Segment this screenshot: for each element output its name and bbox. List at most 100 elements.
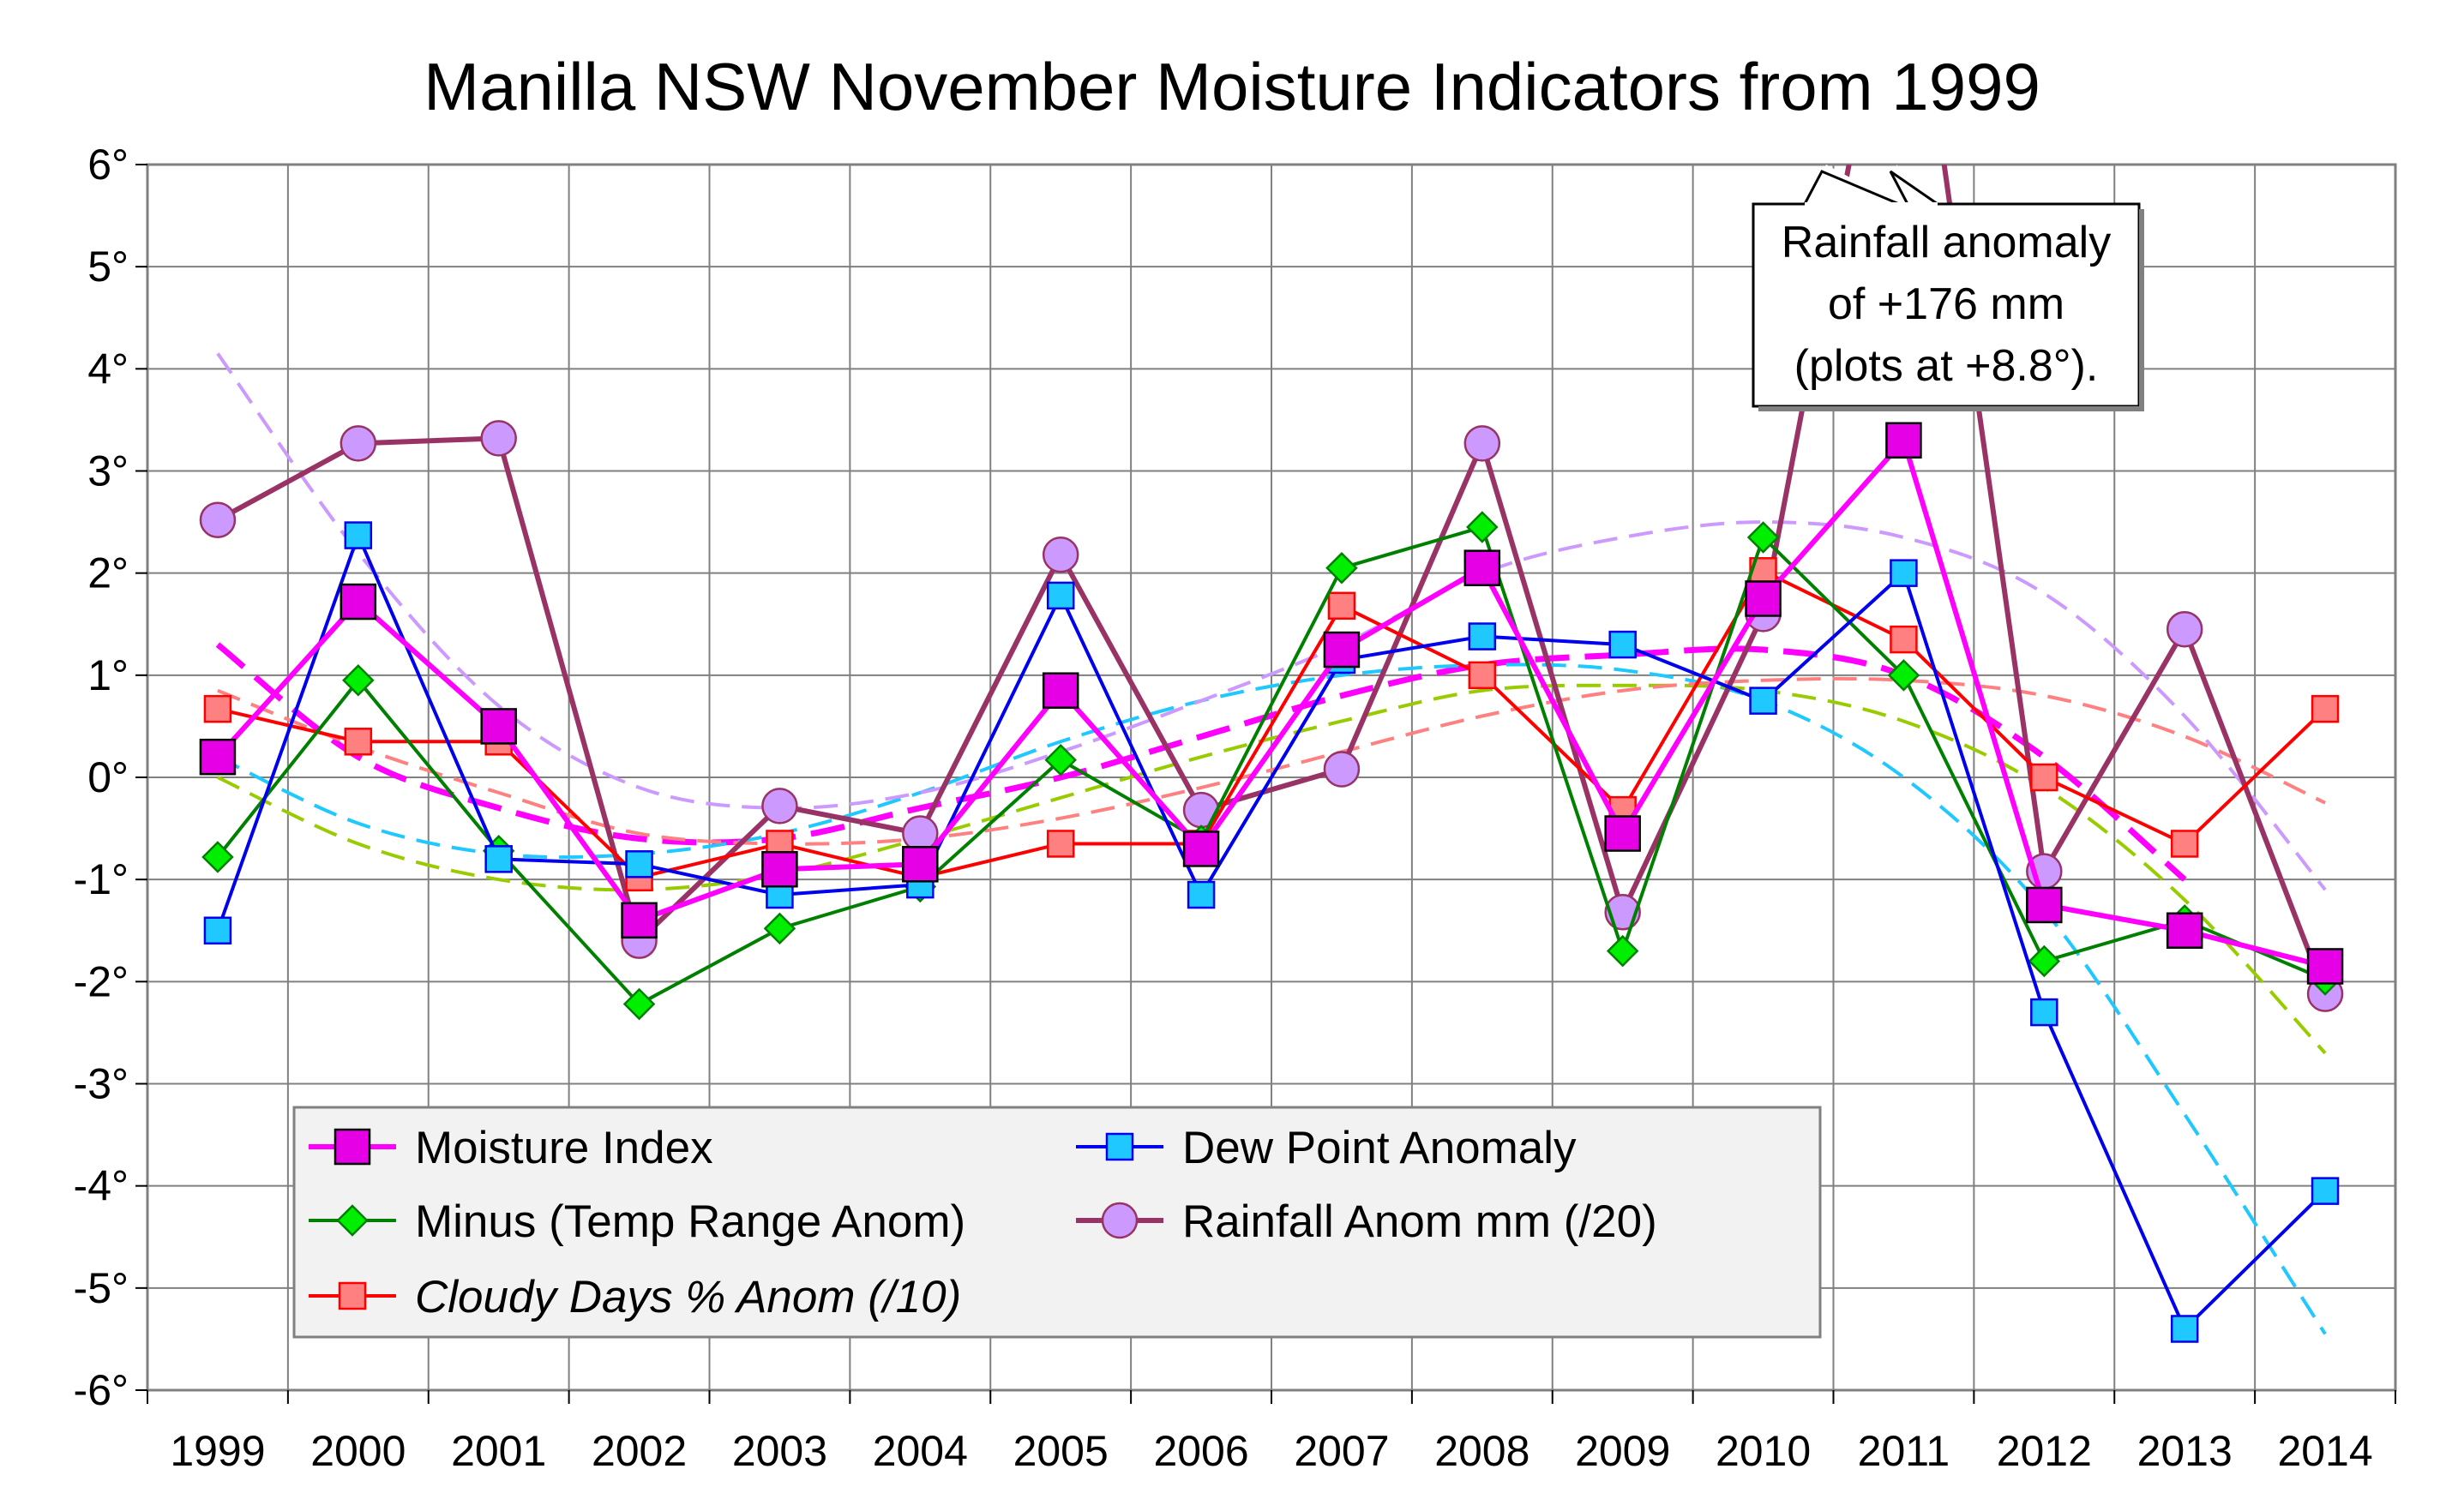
- legend-label: Minus (Temp Range Anom): [415, 1196, 965, 1247]
- chart-title: Manilla NSW November Moisture Indicators…: [424, 49, 2040, 124]
- series-line-dew-point-anomaly: [216, 533, 2327, 1331]
- trendline-minus-temp-range-anom: [217, 683, 2327, 1055]
- data-point-cloudy-days-anom-10: [2311, 694, 2340, 723]
- data-point-minus-temp-range-anom: [342, 664, 375, 697]
- x-tick-label: 2011: [1858, 1427, 1950, 1475]
- y-tick-label: -6°: [74, 1366, 129, 1414]
- y-tick-label: -3°: [74, 1060, 129, 1108]
- legend-label: Rainfall Anom mm (/20): [1182, 1196, 1657, 1247]
- data-point-minus-temp-range-anom: [622, 987, 656, 1021]
- data-point-rainfall-anom-mm-20: [199, 501, 237, 538]
- data-point-cloudy-days-anom-10: [2170, 830, 2199, 858]
- data-point-moisture-index: [621, 902, 658, 939]
- x-tick-label: 2009: [1575, 1427, 1670, 1475]
- legend-item-cloudy-days-anom-10: Cloudy Days % Anom (/10): [309, 1272, 961, 1322]
- y-tick-label: -5°: [74, 1264, 129, 1312]
- y-tick-label: 3°: [87, 447, 129, 495]
- data-point-moisture-index: [1042, 672, 1079, 709]
- legend-swatch-marker: [1105, 1132, 1134, 1161]
- data-point-cloudy-days-anom-10: [344, 728, 373, 756]
- data-point-dew-point-anomaly: [484, 845, 513, 873]
- legend-box: [292, 1106, 1822, 1339]
- x-tick-label: 2012: [1997, 1427, 2092, 1475]
- y-axis-ticks: 6° 5° 4° 3° 2° 1° 0° -1° -2° -3° -4° -5° -6°: [74, 141, 147, 1414]
- x-tick-label: 2001: [451, 1427, 546, 1475]
- y-tick-label: 6°: [87, 141, 129, 189]
- data-point-rainfall-anom-mm-20: [1323, 751, 1361, 788]
- legend-swatch-marker: [338, 1281, 367, 1310]
- legend-item-minus-temp-range-anom: Minus (Temp Range Anom): [309, 1196, 965, 1247]
- data-point-moisture-index: [1604, 815, 1641, 852]
- legend-label: Dew Point Anomaly: [1182, 1123, 1577, 1173]
- data-point-minus-temp-range-anom: [1466, 511, 1499, 543]
- series-line-cloudy-days-anom-10: [217, 569, 2327, 879]
- y-tick-label: 5°: [87, 243, 129, 291]
- annotation-callout: Rainfall anomaly of +176 mm (plots at +8.8…: [1752, 165, 2144, 411]
- y-tick-label: -2°: [74, 957, 129, 1005]
- callout-line: Rainfall anomaly: [1782, 218, 2111, 267]
- data-point-moisture-index: [1745, 580, 1782, 617]
- x-tick-label: 2006: [1153, 1427, 1248, 1475]
- data-point-minus-temp-range-anom: [1887, 659, 1920, 692]
- x-tick-label: 2010: [1716, 1427, 1811, 1475]
- data-point-rainfall-anom-mm-20: [2166, 610, 2203, 648]
- data-point-dew-point-anomaly: [1890, 559, 1918, 587]
- y-tick-label: -4°: [74, 1162, 129, 1210]
- data-point-dew-point-anomaly: [2030, 998, 2058, 1027]
- data-point-moisture-index: [902, 846, 939, 883]
- callout-shadow: [2139, 209, 2144, 411]
- x-axis-ticks: 1999 2000 2001 2002 2003 2004 2005 2006 2007 2008…: [147, 1390, 2396, 1475]
- legend-label: Moisture Index: [415, 1123, 713, 1173]
- series-line-minus-temp-range-anom: [216, 525, 2326, 1006]
- data-point-cloudy-days-anom-10: [1468, 661, 1497, 690]
- data-point-cloudy-days-anom-10: [203, 694, 232, 723]
- callout-pointer: [1803, 170, 1900, 206]
- data-point-minus-temp-range-anom: [763, 912, 796, 945]
- y-tick-label: -1°: [74, 855, 129, 903]
- data-point-moisture-index: [1463, 549, 1501, 586]
- x-tick-label: 2007: [1294, 1427, 1389, 1475]
- data-point-minus-temp-range-anom: [201, 841, 234, 873]
- y-tick-label: 2°: [87, 549, 129, 597]
- data-point-dew-point-anomaly: [1608, 630, 1637, 659]
- callout-line: (plots at +8.8°).: [1794, 341, 2099, 391]
- data-point-dew-point-anomaly: [2170, 1315, 2199, 1343]
- data-point-moisture-index: [2166, 912, 2203, 949]
- data-point-cloudy-days-anom-10: [2030, 763, 2058, 792]
- data-point-moisture-index: [2306, 948, 2344, 985]
- trendline-cloudy-days-anom-10: [217, 676, 2326, 846]
- x-tick-label: 2000: [310, 1427, 406, 1475]
- data-point-cloudy-days-anom-10: [1046, 830, 1075, 858]
- data-point-moisture-index: [2026, 886, 2063, 924]
- data-point-dew-point-anomaly: [344, 521, 373, 549]
- callout-box: [1752, 202, 2141, 408]
- legend: Moisture Index Dew Point Anomaly Minus (Te…: [292, 1106, 1822, 1339]
- data-point-moisture-index: [1323, 631, 1361, 669]
- x-tick-label: 2003: [732, 1427, 827, 1475]
- x-tick-label: 2013: [2137, 1427, 2233, 1475]
- callout-pointer-fill: [1805, 165, 1938, 204]
- series-line-moisture-index: [215, 437, 2326, 969]
- legend-label: Cloudy Days % Anom (/10): [415, 1272, 961, 1322]
- data-point-moisture-index: [761, 851, 798, 888]
- data-point-cloudy-days-anom-10: [1890, 625, 1918, 654]
- x-tick-label: 2002: [592, 1427, 687, 1475]
- data-point-rainfall-anom-mm-20: [761, 788, 798, 824]
- callout-shadow: [1758, 406, 2144, 411]
- legend-swatch-marker: [336, 1204, 369, 1237]
- trendline-rainfall-anom-mm-20: [216, 352, 2327, 891]
- data-point-minus-temp-range-anom: [2028, 944, 2061, 978]
- legend-item-moisture-index: Moisture Index: [309, 1123, 713, 1173]
- legend-item-dew-point-anomaly: Dew Point Anomaly: [1076, 1123, 1577, 1173]
- x-tick-label: 1999: [170, 1427, 265, 1475]
- data-point-rainfall-anom-mm-20: [1463, 425, 1501, 462]
- data-point-minus-temp-range-anom: [1044, 743, 1077, 776]
- y-tick-label: 4°: [87, 345, 129, 393]
- data-point-rainfall-anom-mm-20: [1042, 536, 1079, 573]
- data-point-dew-point-anomaly: [1468, 622, 1497, 651]
- data-point-minus-temp-range-anom: [1746, 521, 1780, 554]
- data-point-dew-point-anomaly: [1749, 687, 1777, 715]
- data-point-dew-point-anomaly: [2311, 1177, 2340, 1205]
